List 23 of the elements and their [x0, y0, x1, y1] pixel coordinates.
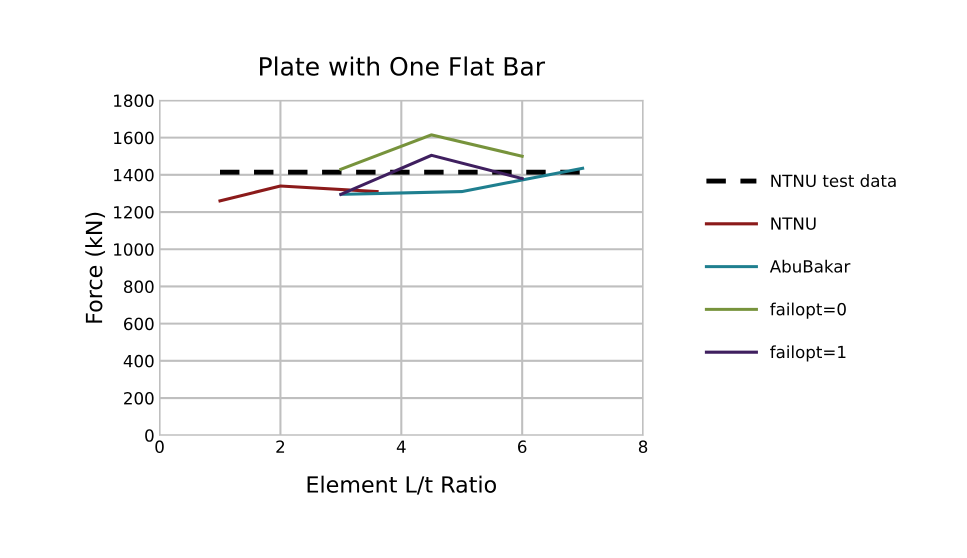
y-tick-label: 800 — [124, 280, 154, 294]
x-tick-label: 8 — [638, 440, 648, 453]
y-tick-label: 200 — [124, 392, 154, 405]
y-tick-label: 1200 — [114, 206, 154, 219]
legend-label: NTNU — [771, 217, 816, 230]
x-tick-label: 4 — [396, 440, 406, 453]
x-tick-label: 2 — [276, 440, 284, 453]
legend-label: failopt=1 — [770, 345, 846, 362]
x-axis-title: Element L/t Ratio — [308, 476, 496, 495]
y-tick-label: 1000 — [114, 243, 154, 256]
x-tick-label: 0 — [155, 440, 164, 453]
legend-label: AbuBakar — [770, 260, 850, 273]
x-tick-label: 6 — [518, 440, 526, 453]
legend-label: failopt=0 — [770, 302, 846, 319]
y-tick-label: 600 — [124, 318, 154, 330]
y-tick-label: 1400 — [114, 168, 154, 182]
y-tick-label: 0 — [145, 429, 154, 442]
legend-label: NTNU test data — [771, 174, 896, 188]
y-axis-title: Force (kN) — [85, 212, 106, 323]
y-tick-label: 1600 — [114, 132, 154, 144]
y-tick-label: 400 — [124, 354, 154, 368]
chart-title: Plate with One Flat Bar — [260, 56, 546, 76]
y-tick-label: 1800 — [114, 94, 154, 108]
